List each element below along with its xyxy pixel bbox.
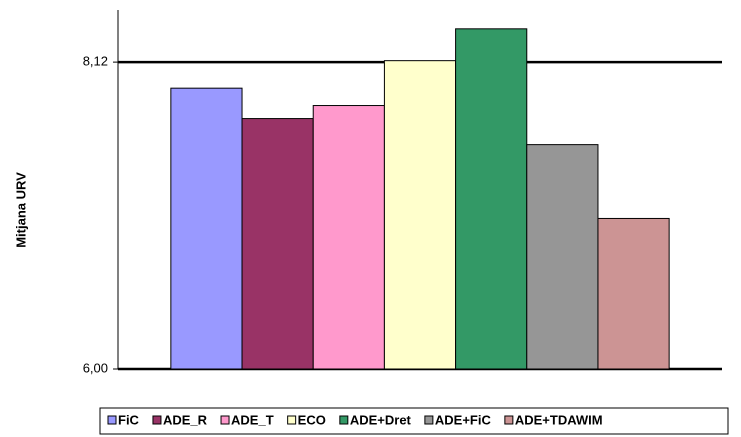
legend-swatch [424,415,434,425]
legend-swatch [339,415,349,425]
bar [241,118,314,370]
y-tick-label: 8,12 [83,54,108,69]
legend-box [99,407,729,435]
legend-label: ADE_T [231,412,274,427]
legend-label: ADE+FiC [435,412,492,427]
legend-label: ADE_R [163,412,208,427]
bar [597,217,670,370]
legend: FiC ADE_R ADE_T ECO ADE+Dret ADE+FiC ADE+TDAWI… [99,407,729,435]
legend-swatch [107,415,117,425]
legend-swatch [152,415,162,425]
y-axis-title: Mitjana URV [13,172,28,248]
y-tick-label: 6,00 [83,360,108,375]
bar [170,87,243,370]
legend-label: FiC [118,412,140,427]
legend-label: ECO [298,412,326,427]
legend-swatch [287,415,297,425]
legend-label: ADE+Dret [350,412,412,427]
legend-swatch [504,415,514,425]
bar [383,60,457,370]
bar [526,144,599,370]
bar [312,105,385,370]
bar [455,28,528,370]
legend-swatch [220,415,230,425]
legend-label: ADE+TDAWIM [515,412,603,427]
